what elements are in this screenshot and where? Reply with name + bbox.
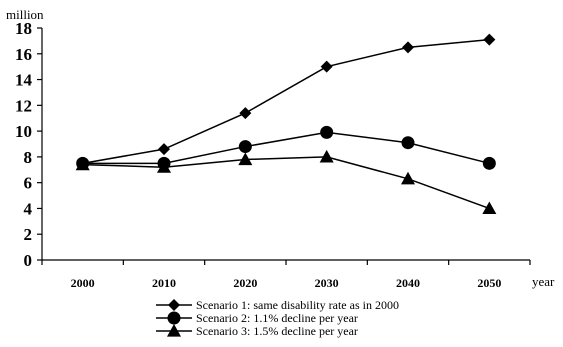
x-tick-label: 2000 bbox=[71, 276, 95, 290]
y-tick-label: 12 bbox=[15, 96, 32, 115]
x-tick-label: 2030 bbox=[315, 276, 339, 290]
y-tick-label: 0 bbox=[24, 251, 33, 270]
y-tick-label: 18 bbox=[15, 19, 32, 38]
series-3-point bbox=[157, 160, 171, 173]
legend-marker bbox=[167, 311, 181, 325]
series-1-point bbox=[158, 143, 170, 156]
series-1-point bbox=[483, 33, 496, 46]
legend-entry-2: Scenario 2: 1.1% decline per year bbox=[156, 311, 358, 325]
series-1-line bbox=[82, 38, 490, 165]
x-tick-label: 2020 bbox=[233, 276, 257, 290]
series-3-point bbox=[75, 157, 90, 171]
x-tick-label: 2040 bbox=[396, 276, 420, 290]
series-2-point bbox=[482, 156, 496, 170]
series-3-line bbox=[82, 156, 490, 210]
series-3-point bbox=[482, 201, 497, 215]
series-3-point bbox=[319, 149, 334, 163]
series-2-line bbox=[82, 131, 490, 165]
series-2-point bbox=[320, 125, 334, 139]
series-2 bbox=[76, 125, 496, 170]
legend-entry-1: Scenario 1: same disability rate as in 2… bbox=[156, 298, 399, 312]
series-3-point bbox=[238, 152, 253, 166]
series-1-point bbox=[239, 107, 252, 120]
legend-entry-3: Scenario 3: 1.5% decline per year bbox=[156, 324, 358, 338]
legend-marker bbox=[167, 324, 181, 337]
legend-marker bbox=[168, 299, 180, 311]
x-tick-label: 2050 bbox=[477, 276, 501, 290]
y-tick-label: 10 bbox=[15, 122, 32, 141]
series-2-point bbox=[401, 136, 415, 150]
x-tick-label: 2010 bbox=[152, 276, 176, 290]
legend-label: Scenario 2: 1.1% decline per year bbox=[196, 311, 358, 325]
y-tick-label: 2 bbox=[24, 225, 33, 244]
series-1-point bbox=[320, 60, 333, 73]
y-tick-label: 8 bbox=[24, 148, 33, 167]
series-2-point bbox=[238, 140, 252, 154]
y-tick-label: 4 bbox=[24, 199, 33, 218]
series-1-point bbox=[402, 41, 414, 54]
y-tick-label: 6 bbox=[24, 174, 33, 193]
series-3 bbox=[75, 149, 497, 215]
y-axis-unit-label: million bbox=[6, 7, 44, 22]
y-tick-label: 14 bbox=[15, 71, 33, 90]
y-tick-label: 16 bbox=[15, 45, 32, 64]
x-axis-unit-label: year bbox=[532, 274, 555, 289]
legend-label: Scenario 1: same disability rate as in 2… bbox=[196, 298, 399, 312]
series-3-point bbox=[401, 171, 415, 185]
legend-label: Scenario 3: 1.5% decline per year bbox=[196, 324, 358, 338]
